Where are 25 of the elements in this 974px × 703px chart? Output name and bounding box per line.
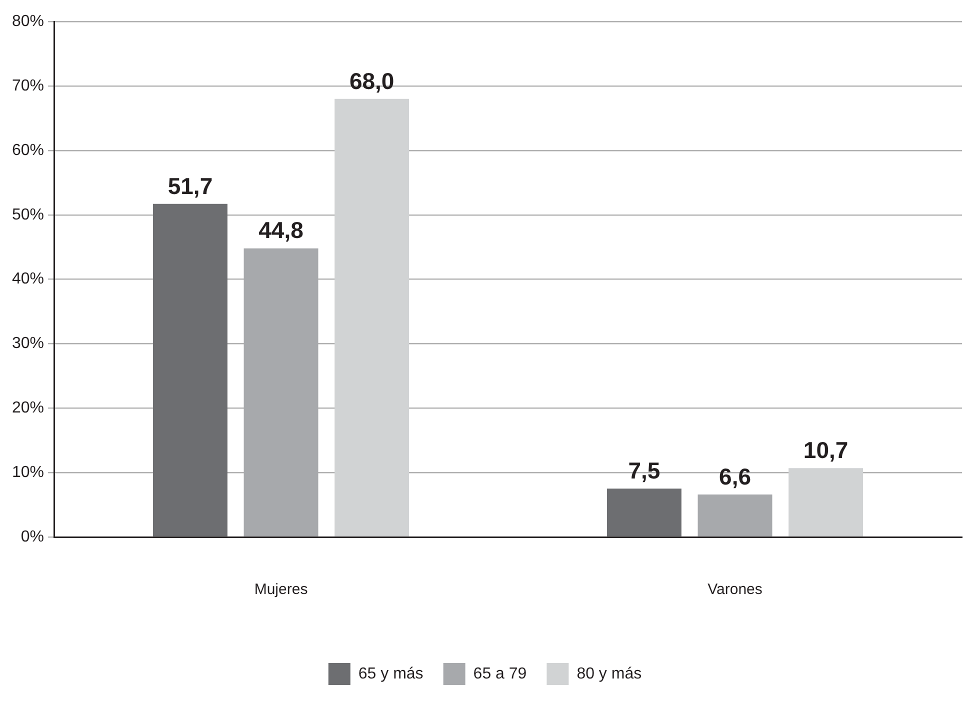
data-label: 44,8 [258,217,304,244]
y-tick-label: 40% [12,270,44,288]
y-tick-label: 20% [12,400,44,417]
bar [152,204,228,536]
legend-label: 80 y más [576,665,642,682]
data-label: 68,0 [349,68,394,94]
y-tick-label: 30% [12,335,44,352]
bar [334,98,410,536]
data-label: 6,6 [719,463,751,490]
data-label: 51,7 [168,172,213,199]
data-label: 10,7 [803,436,848,463]
legend-label: 65 a 79 [473,665,527,682]
y-tick-label: 60% [12,142,44,159]
y-tick-label: 10% [12,464,44,481]
bar [606,488,682,536]
data-label: 7,5 [628,458,660,484]
x-tick-label: Mujeres [254,581,308,598]
y-tick-label: 0% [20,528,44,546]
legend-label: 65 y más [358,665,424,682]
y-tick-label: 50% [12,206,44,224]
bar [788,468,864,536]
y-tick-label: 70% [12,77,44,94]
y-tick-label: 80% [12,13,44,30]
bar [698,494,772,536]
x-tick-label: Varones [708,581,762,598]
